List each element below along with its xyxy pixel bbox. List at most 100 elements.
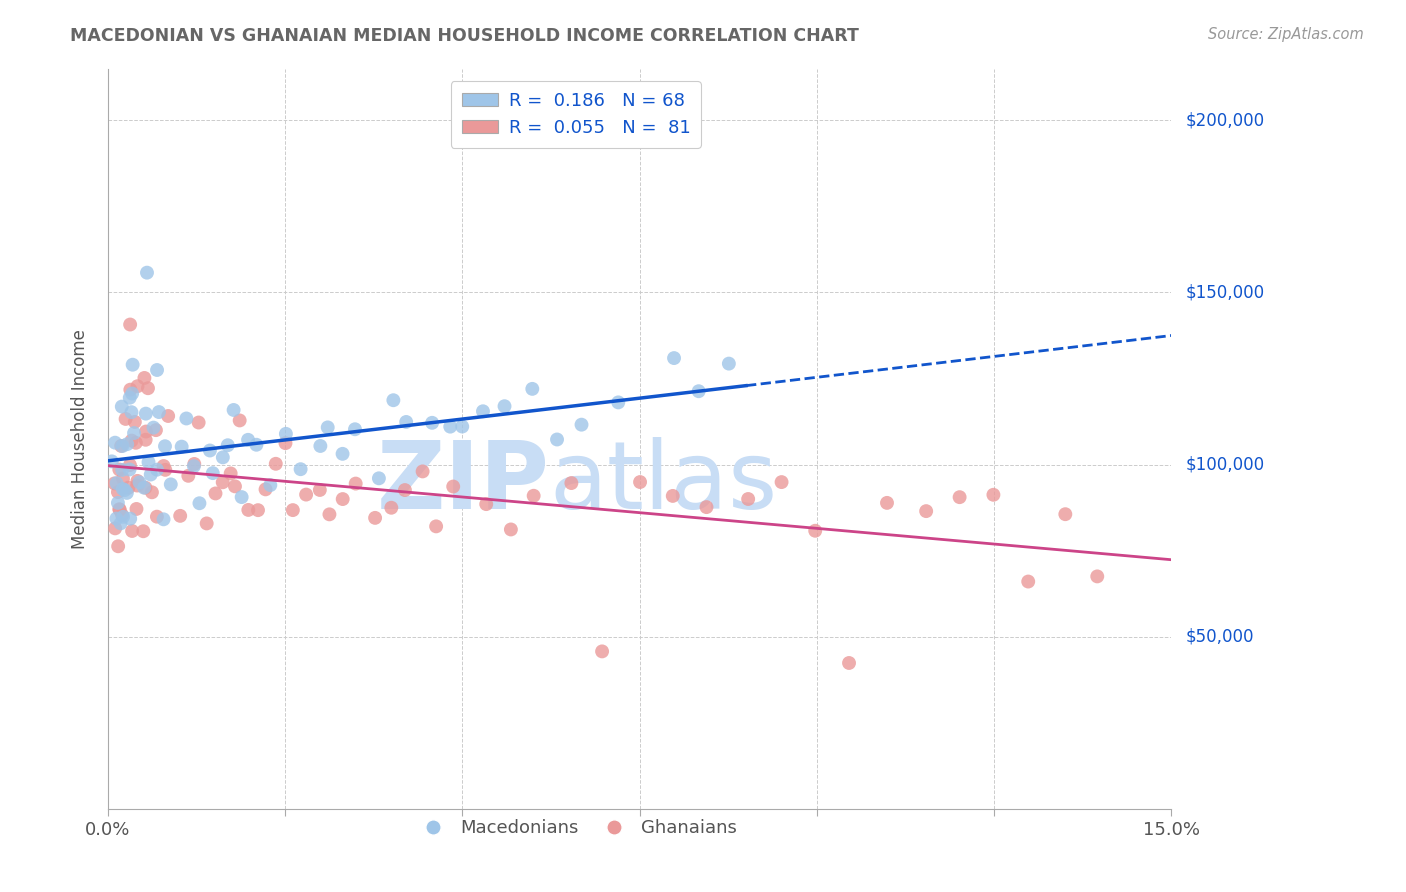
Point <box>146 463 169 477</box>
Point <box>142 420 165 434</box>
Point <box>217 438 239 452</box>
Point <box>111 400 134 414</box>
Text: $50,000: $50,000 <box>1185 628 1254 646</box>
Point <box>169 508 191 523</box>
Point <box>332 447 354 461</box>
Point <box>382 393 405 408</box>
Point <box>522 382 544 396</box>
Point <box>290 462 312 476</box>
Point <box>688 384 710 399</box>
Point <box>141 485 163 500</box>
Point <box>110 439 132 453</box>
Text: $150,000: $150,000 <box>1185 284 1264 301</box>
Point <box>125 502 148 516</box>
Point <box>1085 569 1108 583</box>
Point <box>494 399 516 413</box>
Point <box>661 489 683 503</box>
Point <box>475 497 498 511</box>
Point <box>523 489 546 503</box>
Point <box>737 491 759 506</box>
Point <box>108 502 131 516</box>
Point <box>122 425 145 440</box>
Point <box>318 508 340 522</box>
Point <box>104 521 127 535</box>
Point <box>247 503 270 517</box>
Point <box>254 483 277 497</box>
Point <box>157 409 180 423</box>
Point <box>394 483 416 497</box>
Point <box>187 416 209 430</box>
Point <box>380 500 402 515</box>
Point <box>107 539 129 553</box>
Point <box>188 496 211 510</box>
Point <box>195 516 218 531</box>
Point <box>439 419 461 434</box>
Point <box>309 439 332 453</box>
Point <box>364 511 387 525</box>
Point <box>117 481 139 495</box>
Point <box>121 386 143 401</box>
Point <box>121 524 143 538</box>
Point <box>183 459 205 474</box>
Text: $200,000: $200,000 <box>1185 112 1264 129</box>
Point <box>695 500 717 515</box>
Point <box>114 412 136 426</box>
Point <box>201 466 224 480</box>
Point <box>104 435 127 450</box>
Point <box>118 458 141 472</box>
Point <box>112 509 135 524</box>
Point <box>222 403 245 417</box>
Point <box>145 423 167 437</box>
Point <box>120 318 142 332</box>
Point <box>103 476 125 491</box>
Point <box>395 415 418 429</box>
Point <box>274 436 297 450</box>
Point <box>127 379 149 393</box>
Point <box>176 411 198 425</box>
Point <box>152 512 174 526</box>
Text: atlas: atlas <box>550 437 778 529</box>
Point <box>274 426 297 441</box>
Point <box>120 405 142 419</box>
Point <box>159 477 181 491</box>
Point <box>245 438 267 452</box>
Point <box>211 450 233 465</box>
Point <box>111 508 134 522</box>
Point <box>1054 507 1077 521</box>
Point <box>238 503 260 517</box>
Text: ZIP: ZIP <box>377 437 550 529</box>
Point <box>344 476 367 491</box>
Point <box>983 488 1005 502</box>
Point <box>546 433 568 447</box>
Text: $100,000: $100,000 <box>1185 456 1264 474</box>
Point <box>134 481 156 495</box>
Point <box>105 511 128 525</box>
Point <box>135 425 157 439</box>
Point <box>571 417 593 432</box>
Point <box>132 481 155 495</box>
Legend: Macedonians, Ghanaians: Macedonians, Ghanaians <box>408 812 744 845</box>
Point <box>136 381 159 395</box>
Point <box>111 472 134 486</box>
Point <box>224 479 246 493</box>
Point <box>105 476 128 491</box>
Point <box>451 419 474 434</box>
Point <box>472 404 495 418</box>
Point <box>155 463 177 477</box>
Point <box>107 485 129 500</box>
Point <box>662 351 685 365</box>
Point <box>134 371 156 385</box>
Point <box>343 422 366 436</box>
Point <box>101 454 124 468</box>
Point <box>231 490 253 504</box>
Point <box>138 455 160 469</box>
Point <box>591 644 613 658</box>
Point <box>115 437 138 451</box>
Point <box>1017 574 1039 589</box>
Point <box>183 457 205 471</box>
Point <box>118 391 141 405</box>
Point <box>876 496 898 510</box>
Point <box>127 478 149 492</box>
Point <box>139 467 162 482</box>
Point <box>111 482 134 496</box>
